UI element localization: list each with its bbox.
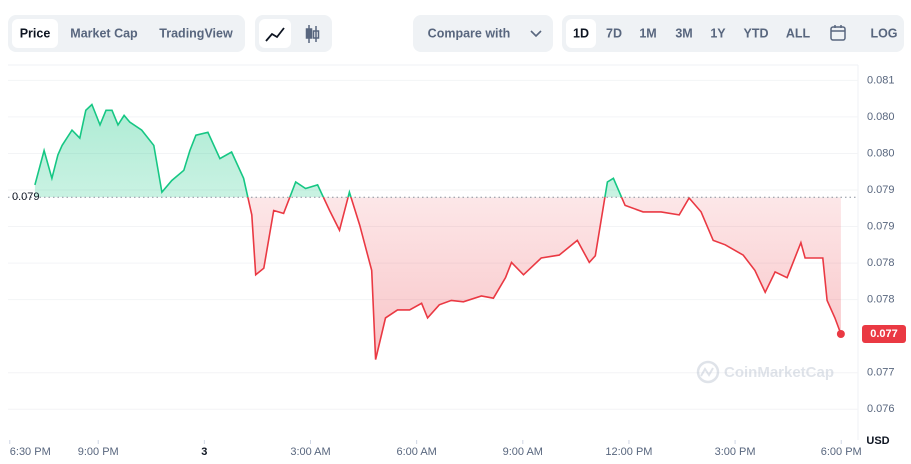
plot: 0.081 0.080 0.080 0.079 0.079 0.078 0.078 0.077… bbox=[8, 74, 906, 458]
price-line-below bbox=[247, 197, 842, 360]
range-button[interactable]: YTD bbox=[744, 26, 769, 40]
line-type-button[interactable] bbox=[259, 19, 291, 48]
range-button[interactable]: 7D bbox=[606, 26, 622, 40]
calendar-icon[interactable] bbox=[830, 25, 846, 41]
x-tick-label: 6:00 PM bbox=[821, 446, 862, 458]
x-tick-label: 3:00 AM bbox=[290, 446, 330, 458]
area-below bbox=[34, 197, 841, 360]
chevron bbox=[530, 30, 542, 38]
y-tick-label: 0.076 bbox=[867, 403, 895, 415]
y-tick-label: 0.079 bbox=[867, 184, 895, 196]
watermark: CoinMarketCap bbox=[696, 360, 834, 384]
watermark-text: CoinMarketCap bbox=[724, 364, 834, 381]
line-icon bbox=[265, 27, 285, 42]
y-tick-label: 0.080 bbox=[867, 111, 895, 123]
currency-label: USD bbox=[866, 435, 889, 447]
y-tick-label: 0.079 bbox=[867, 220, 895, 232]
y-tick-label: 0.078 bbox=[867, 257, 895, 269]
x-tick-label: 6:00 AM bbox=[396, 446, 436, 458]
range-button[interactable]: ALL bbox=[786, 26, 811, 40]
last-point bbox=[836, 330, 845, 339]
toolbar: Price Market Cap TradingView Compare wit… bbox=[8, 15, 904, 52]
log-button[interactable]: LOG bbox=[870, 26, 897, 40]
x-tick-label: 3 bbox=[201, 446, 207, 458]
x-tick-label: 9:00 PM bbox=[78, 446, 119, 458]
x-tick-label: 9:00 AM bbox=[503, 446, 543, 458]
current-price-label: 0.077 bbox=[870, 328, 898, 340]
current-price-badge bbox=[862, 325, 906, 344]
range-group bbox=[562, 15, 904, 52]
reference-label: 0.079 bbox=[12, 191, 40, 203]
y-tick-label: 0.077 bbox=[867, 367, 895, 379]
area-above bbox=[34, 104, 622, 198]
price-line-above bbox=[34, 103, 690, 198]
range-button[interactable]: 1Y bbox=[710, 26, 726, 40]
compare-dropdown[interactable] bbox=[413, 15, 553, 52]
view-button[interactable]: Price bbox=[20, 26, 51, 40]
x-tick-label: 12:00 PM bbox=[605, 446, 652, 458]
range-button[interactable]: 1D bbox=[573, 26, 589, 40]
view-button[interactable]: TradingView bbox=[159, 26, 233, 40]
range-button[interactable]: 1M bbox=[639, 26, 656, 40]
y-tick-label: 0.080 bbox=[867, 147, 895, 159]
active-button[interactable] bbox=[566, 19, 596, 48]
active-button[interactable] bbox=[12, 19, 58, 48]
view-button[interactable]: Market Cap bbox=[70, 26, 138, 40]
range-button[interactable]: 3M bbox=[675, 26, 692, 40]
x-tick-label: 3:00 PM bbox=[715, 446, 756, 458]
y-tick-label: 0.081 bbox=[867, 74, 895, 86]
candle-icon[interactable] bbox=[305, 25, 320, 43]
compare-label[interactable]: Compare with bbox=[428, 26, 511, 40]
y-tick-label: 0.078 bbox=[867, 294, 895, 306]
x-tick-label: 6:30 PM bbox=[10, 446, 51, 458]
view-group bbox=[8, 15, 245, 52]
